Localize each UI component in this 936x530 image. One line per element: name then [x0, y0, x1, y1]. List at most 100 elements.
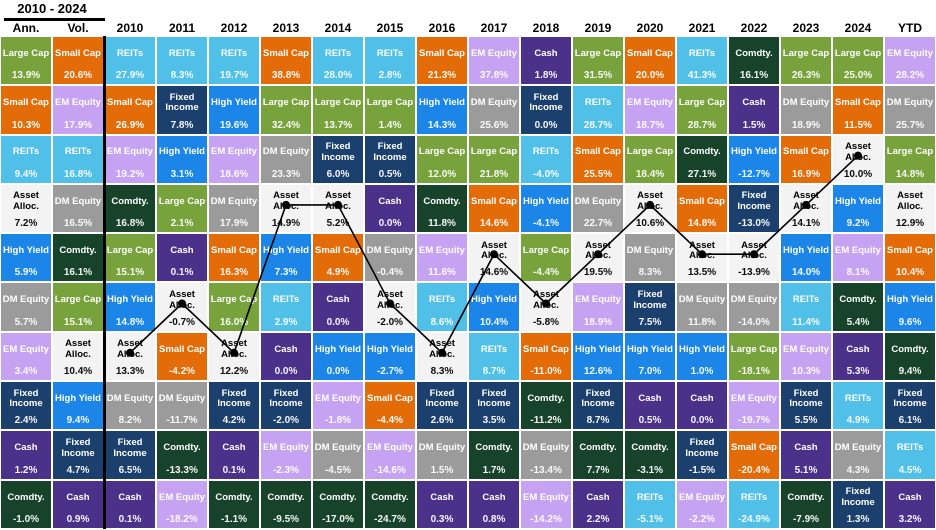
asset-cell: EM Equity 18.6% [208, 134, 260, 184]
asset-cell: Comdty. 5.4% [832, 282, 884, 332]
asset-return-value: 0.5% [638, 415, 662, 427]
asset-name: Large Cap [782, 47, 830, 59]
asset-cell: Cash 0.1% [156, 233, 208, 283]
asset-name: Comdty. [267, 491, 305, 503]
asset-cell: High Yield 9.4% [52, 381, 104, 431]
asset-cell: Fixed Income 6.0% [312, 134, 364, 184]
asset-return-value: 1.5% [430, 464, 454, 476]
asset-return-value: 28.0% [323, 70, 353, 82]
asset-cell: EM Equity 18.9% [572, 282, 624, 332]
asset-cell: Large Cap -18.1% [728, 331, 780, 382]
asset-cell: High Yield 7.0% [624, 331, 676, 382]
asset-return-value: -5.1% [636, 513, 664, 525]
asset-return-value: 10.3% [11, 119, 41, 131]
asset-return-value: 14.8% [687, 218, 717, 230]
asset-return-value: 14.3% [427, 119, 457, 131]
asset-name: EM Equity [211, 146, 257, 158]
asset-name: EM Equity [263, 442, 309, 454]
asset-return-value: 25.6% [479, 119, 509, 131]
asset-cell: Fixed Income -13.0% [728, 183, 780, 234]
asset-cell: DM Equity 8.2% [104, 381, 156, 431]
asset-return-value: 2.6% [430, 415, 454, 427]
asset-cell: DM Equity 16.5% [52, 183, 104, 234]
asset-cell: Small Cap 16.3% [208, 233, 260, 283]
asset-return-value: 18.7% [635, 119, 665, 131]
asset-name: Asset Alloc. [533, 289, 559, 311]
asset-name: Small Cap [523, 343, 569, 355]
asset-return-value: -18.2% [166, 513, 198, 525]
asset-name: Cash [846, 343, 870, 355]
asset-return-value: -4.4% [532, 267, 560, 279]
asset-return-value: 8.1% [846, 267, 870, 279]
asset-return-value: 16.1% [63, 267, 93, 279]
asset-name: Large Cap [366, 97, 414, 109]
asset-cell: DM Equity 25.6% [468, 85, 520, 135]
asset-name: EM Equity [731, 392, 777, 404]
asset-name: DM Equity [574, 195, 622, 207]
asset-name: Fixed Income [841, 486, 875, 508]
asset-return-value: 37.8% [479, 70, 509, 82]
column-header-vol-: Vol. [67, 21, 89, 35]
asset-name: High Yield [887, 294, 933, 306]
asset-return-value: -24.9% [738, 513, 770, 525]
asset-return-value: 5.3% [846, 366, 870, 378]
asset-cell: REITs 27.9% [104, 36, 156, 86]
asset-cell: Fixed Income 4.7% [52, 430, 104, 480]
asset-return-value: 1.5% [742, 119, 766, 131]
asset-return-value: 19.2% [115, 168, 145, 180]
asset-name: REITs [480, 343, 508, 355]
asset-name: EM Equity [3, 343, 49, 355]
asset-cell: Cash 0.9% [52, 479, 104, 529]
asset-return-value: 7.2% [14, 218, 38, 230]
asset-cell: Cash 1.8% [520, 36, 572, 86]
asset-name: Large Cap [262, 97, 310, 109]
asset-cell: Cash 0.1% [208, 430, 260, 480]
asset-name: EM Equity [55, 97, 101, 109]
asset-cell: Asset Alloc. 14.6% [468, 233, 520, 283]
asset-return-value: 16.5% [63, 218, 93, 230]
asset-cell: Large Cap 14.8% [884, 134, 936, 184]
asset-name: Comdty. [683, 146, 721, 158]
asset-return-value: 18.9% [583, 316, 613, 328]
asset-name: EM Equity [367, 442, 413, 454]
asset-return-value: 27.1% [687, 168, 717, 180]
asset-cell: Small Cap -11.0% [520, 331, 572, 382]
asset-cell: Large Cap 25.0% [832, 36, 884, 86]
asset-cell: Small Cap 25.5% [572, 134, 624, 184]
asset-return-value: 19.6% [219, 119, 249, 131]
asset-cell: Asset Alloc. 5.2% [312, 183, 364, 234]
asset-name: High Yield [731, 146, 777, 158]
asset-name: Small Cap [55, 47, 101, 59]
asset-name: Cash [326, 294, 350, 306]
asset-cell: Fixed Income 7.5% [624, 282, 676, 332]
asset-name: Fixed Income [373, 141, 407, 163]
asset-return-value: 5.5% [794, 415, 818, 427]
asset-cell: Large Cap 32.4% [260, 85, 312, 135]
asset-return-value: 8.6% [430, 316, 454, 328]
asset-name: REITs [220, 47, 248, 59]
asset-name: High Yield [471, 294, 517, 306]
asset-name: Cash [274, 343, 298, 355]
asset-name: Small Cap [627, 47, 673, 59]
asset-return-value: 0.3% [430, 513, 454, 525]
asset-name: High Yield [315, 343, 361, 355]
asset-return-value: 8.3% [170, 70, 194, 82]
asset-cell: Cash 2.2% [572, 479, 624, 529]
asset-cell: Fixed Income 8.7% [572, 381, 624, 431]
asset-return-value: 0.1% [170, 267, 194, 279]
asset-cell: EM Equity 10.3% [780, 331, 832, 382]
asset-cell: REITs 2.8% [364, 36, 416, 86]
asset-cell: High Yield 1.0% [676, 331, 728, 382]
asset-return-value: 18.6% [219, 168, 249, 180]
asset-return-value: -1.1% [220, 513, 248, 525]
asset-return-value: 15.1% [115, 267, 145, 279]
asset-cell: EM Equity -2.3% [260, 430, 312, 480]
asset-return-value: 6.0% [326, 168, 350, 180]
asset-return-value: -1.5% [688, 464, 716, 476]
asset-return-value: -2.2% [688, 513, 716, 525]
asset-cell: Small Cap 10.3% [0, 85, 52, 135]
asset-cell: Cash 1.2% [0, 430, 52, 480]
asset-return-value: 2.9% [274, 316, 298, 328]
asset-cell: Asset Alloc. 12.2% [208, 331, 260, 382]
asset-return-value: 16.9% [791, 168, 821, 180]
